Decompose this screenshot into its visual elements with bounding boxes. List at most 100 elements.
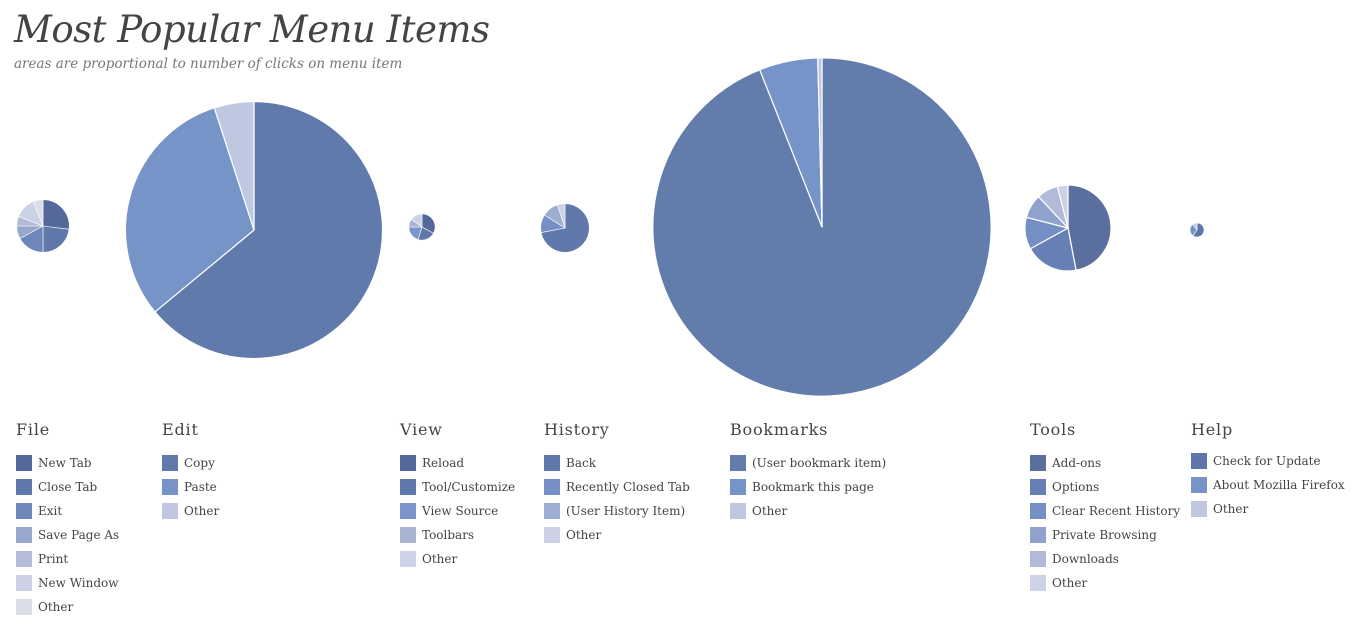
legend-title-edit: Edit: [162, 420, 199, 439]
legend-label: Exit: [38, 504, 63, 518]
legend-item: Print: [16, 547, 119, 571]
legend-swatch: [1030, 551, 1046, 567]
legend-swatch: [400, 455, 416, 471]
pie-slice-bookmarks-other: [817, 57, 823, 228]
legend-swatch: [730, 503, 746, 519]
legend-swatch: [400, 503, 416, 519]
legend-swatch: [1030, 575, 1046, 591]
legend-swatch: [16, 599, 32, 615]
legend-label: Private Browsing: [1052, 528, 1157, 542]
legend-item: Close Tab: [16, 475, 119, 499]
legend-item: Other: [162, 499, 219, 523]
legend-item: Paste: [162, 475, 219, 499]
legend-item: Copy: [162, 451, 219, 475]
legend-item: Other: [16, 595, 119, 619]
legend-item: Back: [544, 451, 690, 475]
legend-view: View Reload Tool/Customize View Source Toolb…: [400, 420, 515, 571]
legend-swatch: [1191, 477, 1207, 493]
legend-swatch: [16, 503, 32, 519]
legend-item: Exit: [16, 499, 119, 523]
legend-swatch: [16, 551, 32, 567]
legend-swatch: [16, 527, 32, 543]
legend-swatch: [162, 455, 178, 471]
legend-label: Other: [566, 528, 602, 542]
pie-view: [408, 213, 436, 241]
legend-title-bookmarks: Bookmarks: [730, 420, 829, 439]
legend-label: Copy: [184, 456, 215, 470]
legend-swatch: [544, 527, 560, 543]
pie-slice-file-new-tab: [42, 199, 70, 230]
legend-title-history: History: [544, 420, 610, 439]
legend-item: Options: [1030, 475, 1180, 499]
legend-swatch: [16, 455, 32, 471]
pie-slice-tools-add-ons: [1067, 184, 1112, 271]
legend-title-view: View: [400, 420, 443, 439]
legend-label: Tool/Customize: [422, 480, 516, 494]
legend-bookmarks: Bookmarks (User bookmark item) Bookmark th…: [730, 420, 886, 523]
legend-history: History Back Recently Closed Tab (User Hist…: [544, 420, 690, 547]
pie-slice-help-other: [1192, 222, 1198, 231]
pie-tools: [1024, 184, 1112, 272]
pie-help: [1189, 222, 1205, 238]
legend-item: Other: [544, 523, 690, 547]
chart-subtitle: areas are proportional to number of clic…: [14, 56, 403, 72]
legend-edit: Edit Copy Paste Other: [162, 420, 219, 523]
legend-swatch: [400, 551, 416, 567]
pie-slice-edit-copy: [154, 100, 384, 360]
legend-item: Clear Recent History: [1030, 499, 1180, 523]
pie-slice-file-other: [33, 199, 44, 227]
legend-label: New Tab: [38, 456, 92, 470]
legend-label: Recently Closed Tab: [566, 480, 690, 494]
legend-item: Private Browsing: [1030, 523, 1180, 547]
legend-item: Other: [400, 547, 515, 571]
legend-label: Other: [1052, 576, 1088, 590]
legend-item: Other: [1191, 497, 1345, 521]
legend-swatch: [544, 503, 560, 519]
legend-file: File New Tab Close Tab Exit Save Page As Prin…: [16, 420, 119, 619]
legend-item: Bookmark this page: [730, 475, 886, 499]
legend-help: Help Check for Update About Mozilla Firefo…: [1191, 420, 1345, 521]
legend-item: New Tab: [16, 451, 119, 475]
legend-label: Paste: [184, 480, 217, 494]
legend-label: Back: [566, 456, 596, 470]
legend-swatch: [730, 455, 746, 471]
legend-item: Reload: [400, 451, 515, 475]
legend-swatch: [16, 575, 32, 591]
pie-slice-help-check-for-update: [1192, 222, 1205, 238]
legend-item: New Window: [16, 571, 119, 595]
legend-swatch: [1191, 453, 1207, 469]
legend-label: Clear Recent History: [1052, 504, 1181, 518]
legend-item: (User bookmark item): [730, 451, 886, 475]
legend-label: Toolbars: [422, 528, 475, 542]
pie-slice-tools-other: [1056, 184, 1069, 229]
legend-label: Other: [752, 504, 788, 518]
pie-slice-file-close-tab: [42, 225, 70, 253]
legend-tools: Tools Add-ons Options Clear Recent History P…: [1030, 420, 1180, 595]
legend-item: (User History Item): [544, 499, 690, 523]
legend-swatch: [162, 479, 178, 495]
pie-history: [540, 203, 590, 253]
legend-swatch: [1030, 479, 1046, 495]
legend-label: Close Tab: [38, 480, 98, 494]
pie-slice-edit-other: [213, 100, 255, 231]
legend-swatch: [1030, 455, 1046, 471]
legend-label: Check for Update: [1213, 454, 1321, 468]
legend-label: Downloads: [1052, 552, 1119, 566]
legend-swatch: [16, 479, 32, 495]
legend-item: Downloads: [1030, 547, 1180, 571]
legend-item: Tool/Customize: [400, 475, 515, 499]
legend-item: About Mozilla Firefox: [1191, 473, 1345, 497]
legend-label: (User bookmark item): [752, 456, 887, 470]
legend-item: Recently Closed Tab: [544, 475, 690, 499]
legend-swatch: [1030, 527, 1046, 543]
pie-slice-bookmarks-user-bookmark-item: [652, 57, 992, 397]
pie-slice-history-other: [557, 203, 566, 229]
legend-label: About Mozilla Firefox: [1213, 478, 1345, 492]
legend-label: Other: [1213, 502, 1249, 516]
legend-item: Toolbars: [400, 523, 515, 547]
pie-file: [16, 199, 70, 253]
legend-item: View Source: [400, 499, 515, 523]
legend-item: Other: [730, 499, 886, 523]
legend-title-help: Help: [1191, 420, 1233, 439]
pie-slice-view-other: [411, 213, 423, 228]
